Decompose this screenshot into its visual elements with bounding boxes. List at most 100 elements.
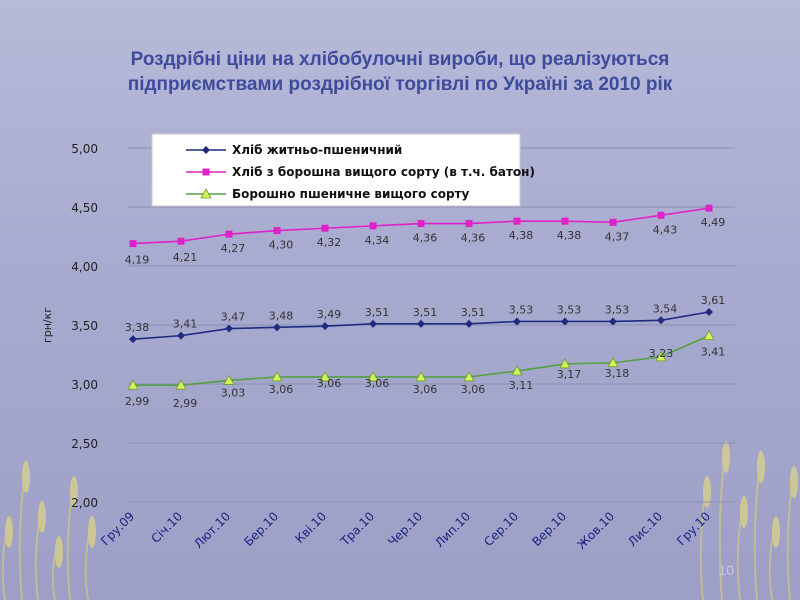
data-point-triangle <box>463 371 475 382</box>
slide-number: 10 <box>718 562 734 578</box>
data-point-diamond <box>417 319 425 328</box>
data-point-square <box>369 222 377 230</box>
data-point-square <box>225 230 233 238</box>
data-label: 3,54 <box>653 302 678 315</box>
x-tick-label: Бер.10 <box>241 509 281 549</box>
x-tick-label: Січ.10 <box>148 509 185 546</box>
data-point-square <box>417 220 425 228</box>
data-point-square <box>129 240 137 248</box>
data-label: 4,38 <box>509 229 534 242</box>
data-label: 4,43 <box>653 223 678 236</box>
wheat-ear <box>5 516 13 548</box>
y-tick-label: 4,50 <box>71 201 98 215</box>
data-label: 3,53 <box>557 303 582 316</box>
slide-title: Роздрібні ціни на хлібобулочні вироби, щ… <box>40 47 760 97</box>
y-tick-label: 2,50 <box>71 437 98 451</box>
x-tick-label: Гру.09 <box>98 509 137 548</box>
data-label: 3,51 <box>413 306 438 319</box>
data-point-diamond <box>657 316 665 325</box>
x-tick-label: Лип.10 <box>432 509 473 550</box>
data-point-diamond <box>129 335 137 344</box>
x-tick-label: Кві.10 <box>292 509 329 546</box>
data-point-triangle <box>223 374 235 385</box>
data-label: 3,11 <box>509 379 534 392</box>
data-point-diamond <box>465 319 473 328</box>
wheat-ear <box>722 441 730 473</box>
data-point-square <box>513 217 521 225</box>
x-tick-label: Гру.10 <box>674 509 713 548</box>
data-label: 4,36 <box>461 232 486 245</box>
data-point-square <box>561 217 569 225</box>
x-tick-label: Лют.10 <box>191 509 233 551</box>
y-tick-label: 3,50 <box>71 319 98 333</box>
data-label: 3,06 <box>365 377 390 390</box>
wheat-ear <box>703 476 711 508</box>
data-label: 4,34 <box>365 234 390 247</box>
data-label: 3,53 <box>509 303 534 316</box>
data-point-diamond <box>273 323 281 332</box>
wheat-ear <box>772 516 780 548</box>
data-label: 3,23 <box>649 347 674 360</box>
legend-marker-square <box>202 168 210 176</box>
data-point-diamond <box>609 317 617 326</box>
data-point-square <box>321 224 329 232</box>
data-point-triangle <box>607 356 619 368</box>
data-label: 3,06 <box>461 383 486 396</box>
y-tick-label: 4,00 <box>71 260 98 274</box>
data-label: 3,51 <box>365 306 390 319</box>
data-label: 3,06 <box>317 377 342 390</box>
y-tick-label: 5,00 <box>71 142 98 156</box>
data-label: 2,99 <box>125 395 150 408</box>
data-point-square <box>705 204 713 212</box>
data-point-diamond <box>177 331 185 340</box>
x-tick-label: Чер.10 <box>385 509 425 549</box>
data-label: 3,48 <box>269 309 294 322</box>
data-point-square <box>657 211 665 219</box>
data-point-triangle <box>655 351 667 362</box>
data-point-triangle <box>559 358 571 369</box>
data-point-triangle <box>319 371 331 382</box>
x-tick-label: Вер.10 <box>529 509 569 549</box>
wheat-ear <box>740 496 748 528</box>
data-label: 3,53 <box>605 303 630 316</box>
wheat-ear <box>88 516 96 548</box>
y-tick-label: 3,00 <box>71 378 98 392</box>
data-label: 3,41 <box>173 318 198 331</box>
data-point-triangle <box>703 329 715 341</box>
data-label: 4,36 <box>413 232 438 245</box>
legend-label: Хліб з борошна вищого сорту (в т.ч. бато… <box>232 165 535 179</box>
data-label: 3,41 <box>701 346 726 359</box>
data-label: 2,99 <box>173 397 198 410</box>
wheat-ear <box>55 536 63 568</box>
data-point-triangle <box>415 371 427 382</box>
title-line-1: Роздрібні ціни на хлібобулочні вироби, щ… <box>130 49 670 70</box>
x-tick-label: Жов.10 <box>574 509 617 552</box>
data-label: 3,51 <box>461 306 486 319</box>
data-label: 4,37 <box>605 230 630 243</box>
data-label: 3,49 <box>317 308 342 321</box>
data-label: 3,61 <box>701 294 726 307</box>
legend-marker-triangle <box>200 188 212 199</box>
data-point-triangle <box>511 365 523 376</box>
data-label: 3,03 <box>221 386 246 399</box>
data-label: 4,38 <box>557 229 582 242</box>
x-tick-label: Лис.10 <box>625 509 665 549</box>
data-point-triangle <box>175 379 187 390</box>
legend-label: Борошно пшеничне вищого сорту <box>232 187 470 201</box>
title-line-2: підприємствами роздрібної торгівлі по Ук… <box>127 74 673 95</box>
chart-legend: Хліб житньо-пшеничний Хліб з борошна вищо… <box>151 133 535 207</box>
wheat-ear <box>38 501 46 533</box>
data-label: 3,17 <box>557 368 582 381</box>
x-tick-label: Тра.10 <box>337 509 377 549</box>
data-point-square <box>273 227 281 235</box>
data-point-diamond <box>225 324 233 333</box>
data-label: 4,49 <box>701 216 726 229</box>
data-label: 4,27 <box>221 242 246 255</box>
data-point-diamond <box>369 319 377 328</box>
x-tick-label: Сер.10 <box>481 509 521 549</box>
data-label: 3,18 <box>605 367 630 380</box>
legend-marker-diamond <box>202 146 210 154</box>
data-point-square <box>177 237 185 245</box>
data-point-diamond <box>705 308 713 317</box>
y-axis-label: грн/кг <box>41 307 54 343</box>
